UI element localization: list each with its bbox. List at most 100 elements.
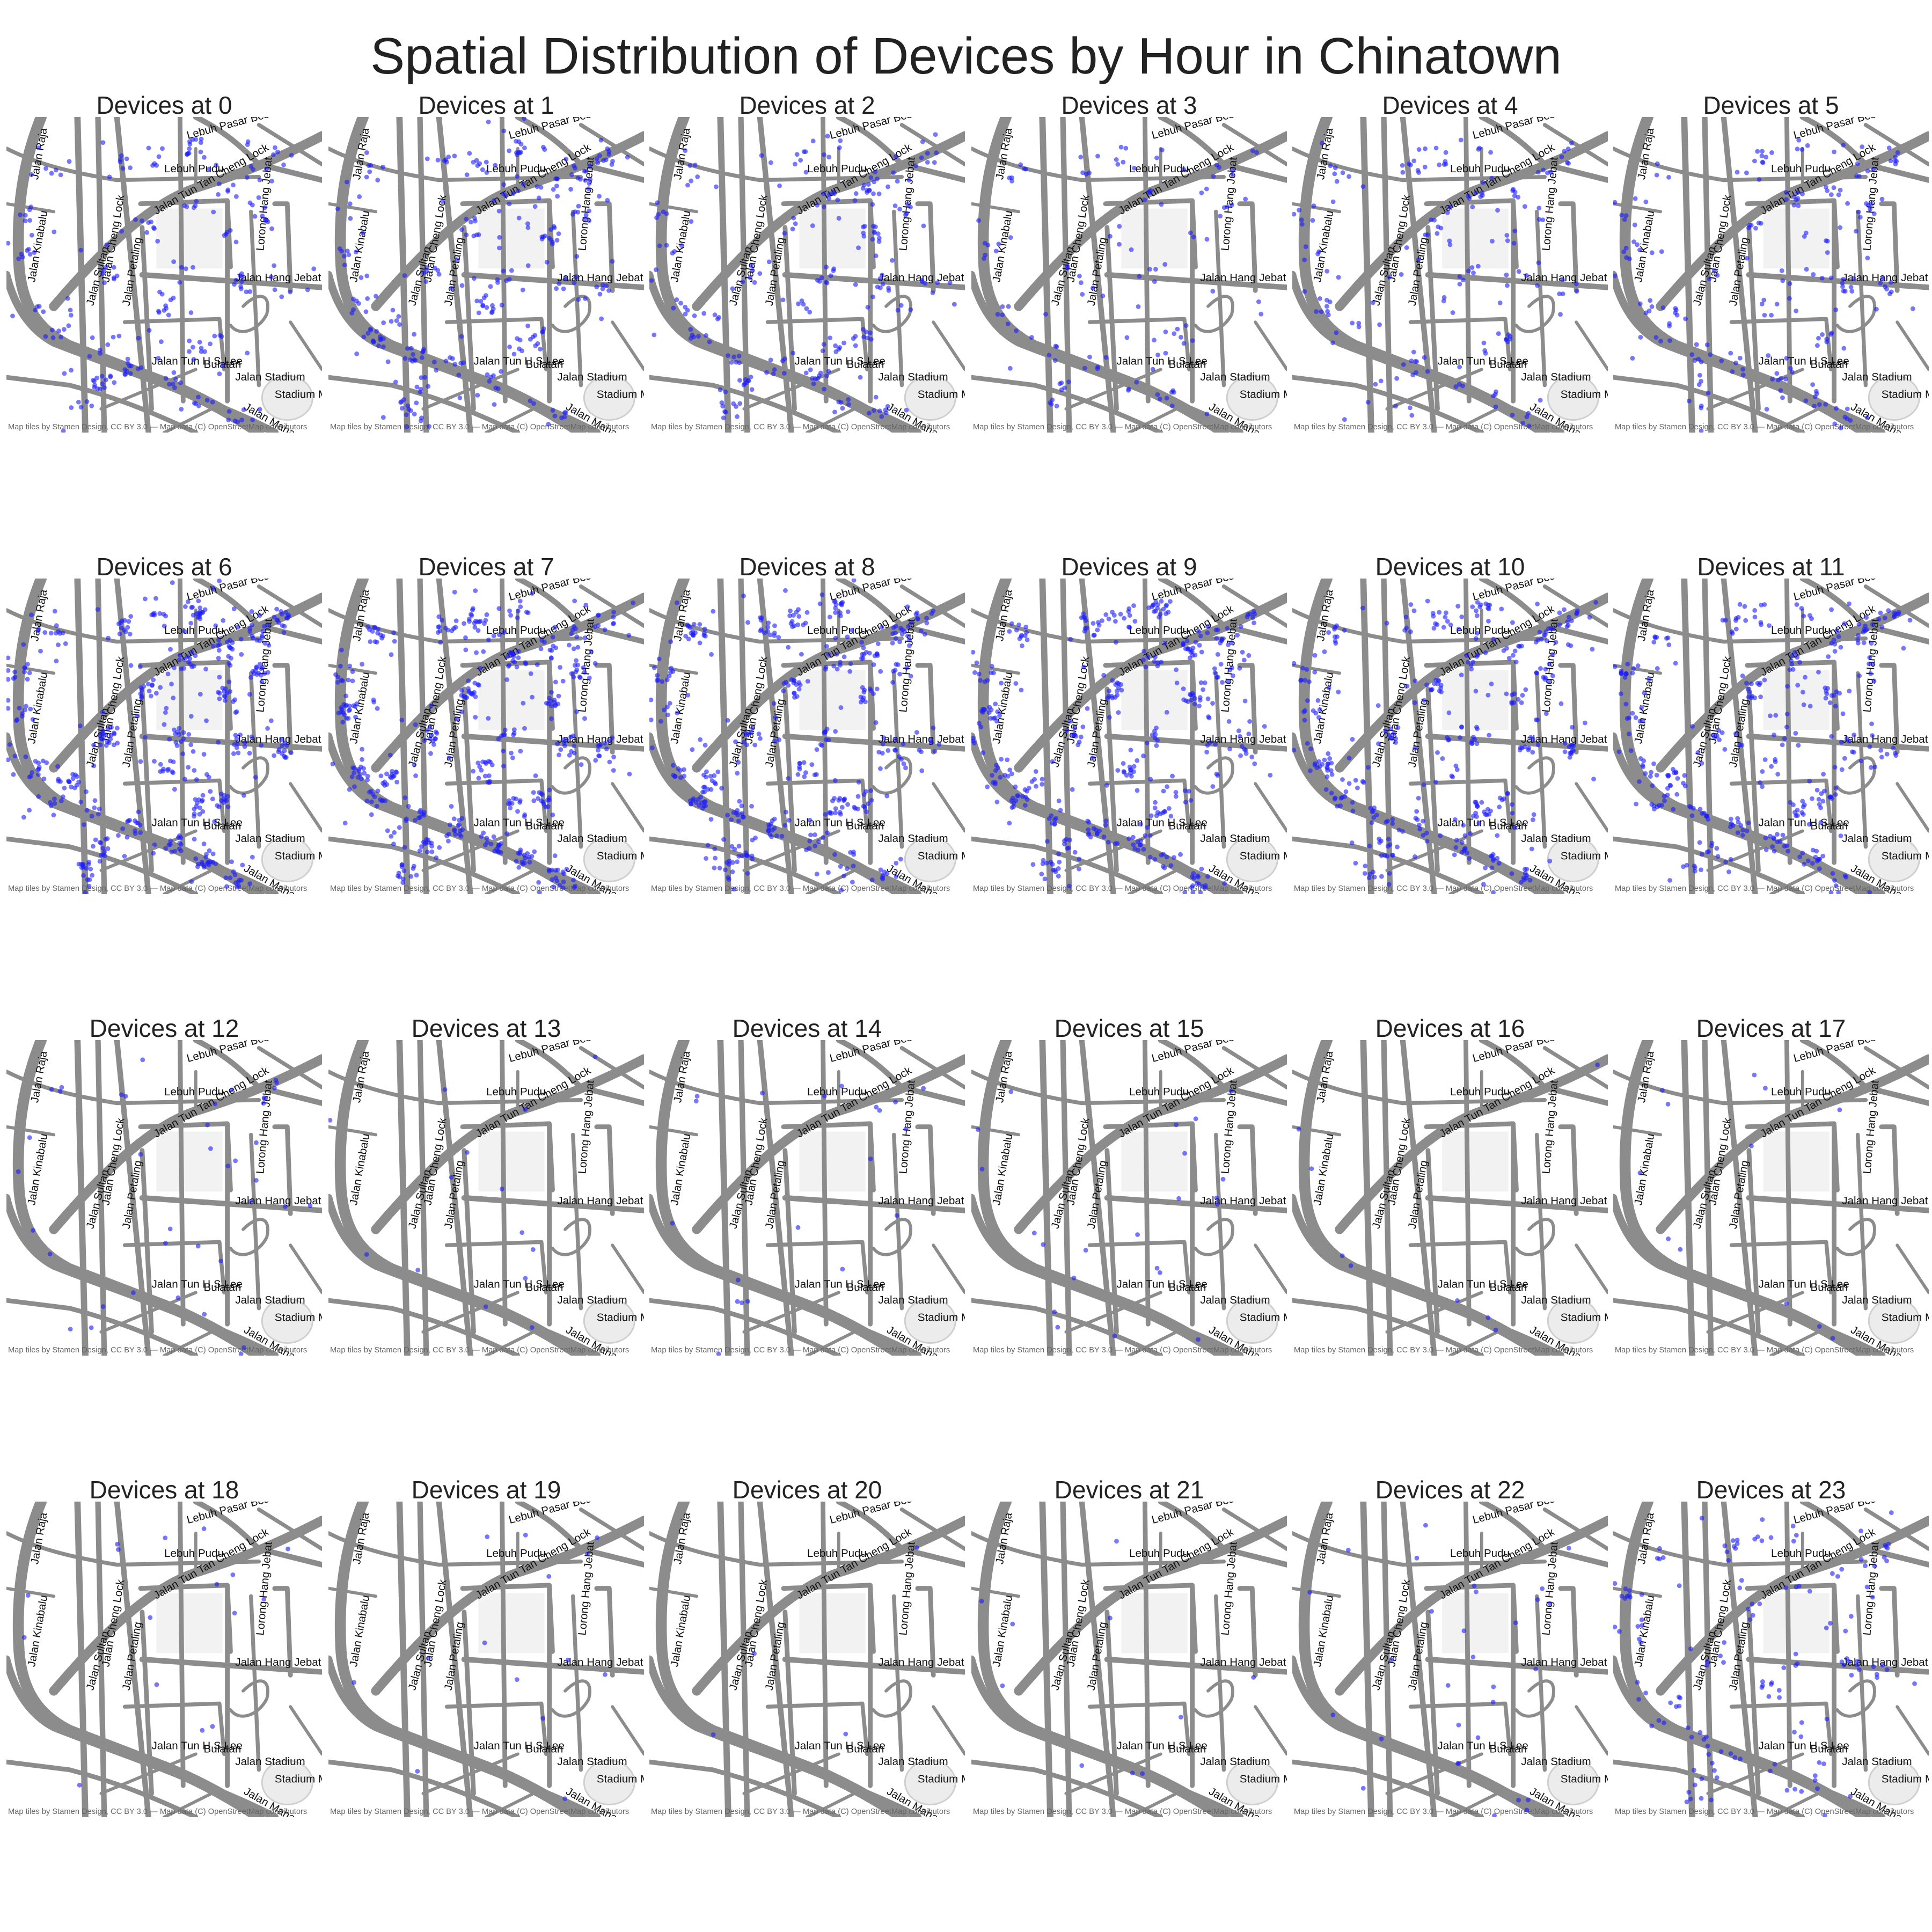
- device-point: [991, 716, 996, 721]
- device-point: [1474, 724, 1479, 730]
- road: [1087, 1240, 1191, 1295]
- device-point: [1655, 666, 1660, 671]
- device-point: [701, 311, 707, 316]
- device-point: [1694, 342, 1699, 347]
- device-point: [569, 172, 574, 177]
- device-point: [1326, 630, 1331, 635]
- device-point: [1327, 299, 1333, 304]
- device-point: [217, 333, 223, 338]
- device-point: [1328, 163, 1333, 169]
- device-point: [1541, 167, 1546, 173]
- device-point: [1433, 145, 1439, 151]
- device-point: [1196, 1337, 1201, 1342]
- device-point: [713, 855, 718, 861]
- device-point: [1520, 693, 1525, 698]
- device-point: [1081, 611, 1086, 616]
- device-point: [1774, 302, 1780, 307]
- device-point: [768, 160, 773, 165]
- road: [1400, 117, 1437, 433]
- device-point: [396, 314, 401, 319]
- device-point: [745, 1299, 750, 1304]
- road: [499, 1040, 508, 1327]
- road: [1721, 579, 1758, 894]
- device-point: [413, 358, 418, 363]
- device-point: [1231, 673, 1235, 678]
- device-point: [1370, 809, 1375, 815]
- street-label: Jalan Tun H S Lee: [473, 355, 564, 368]
- device-point: [1832, 649, 1838, 654]
- device-point: [279, 751, 284, 756]
- device-point: [1198, 890, 1203, 894]
- device-point: [1690, 724, 1695, 729]
- device-point: [1759, 622, 1763, 627]
- road: [95, 1502, 107, 1817]
- device-point: [681, 767, 686, 772]
- device-point: [587, 675, 592, 680]
- device-point: [1103, 818, 1109, 823]
- device-point: [1784, 190, 1789, 195]
- device-point: [462, 621, 466, 626]
- device-point: [1210, 289, 1216, 294]
- panel-title: Devices at 8: [739, 553, 875, 581]
- device-point: [1085, 706, 1090, 711]
- device-point: [481, 649, 486, 654]
- device-point: [1154, 1265, 1160, 1271]
- road: [1613, 836, 1679, 850]
- device-point: [133, 831, 138, 836]
- device-point: [1767, 623, 1772, 628]
- stadium-shape: [904, 1298, 956, 1344]
- road: [717, 1502, 731, 1817]
- device-point: [1562, 741, 1568, 746]
- road: [1221, 123, 1287, 166]
- device-point: [352, 770, 357, 775]
- device-point: [592, 1054, 598, 1059]
- device-point: [171, 770, 175, 775]
- device-point: [12, 753, 18, 759]
- device-point: [1867, 744, 1872, 749]
- device-point: [935, 280, 940, 286]
- device-point: [716, 1351, 721, 1356]
- device-point: [862, 804, 868, 810]
- device-point: [819, 275, 824, 280]
- device-point: [1535, 638, 1541, 643]
- road: [1769, 407, 1820, 433]
- street-label: Stadium Merdeka: [1561, 850, 1608, 862]
- device-point: [414, 873, 419, 878]
- device-point: [357, 772, 363, 777]
- device-point: [115, 1541, 120, 1547]
- device-point: [1625, 661, 1630, 667]
- city-block: [1763, 1131, 1829, 1192]
- road: [765, 1240, 869, 1295]
- device-point: [236, 879, 241, 884]
- device-point: [281, 162, 286, 167]
- device-point: [1191, 871, 1196, 876]
- street-label: Lebuh Pudu: [807, 1086, 867, 1098]
- device-point: [679, 243, 684, 248]
- device-point: [499, 1187, 504, 1191]
- device-point: [809, 762, 815, 767]
- device-point: [752, 1651, 757, 1656]
- device-point: [1828, 192, 1834, 197]
- device-point: [748, 275, 752, 280]
- device-point: [186, 150, 192, 156]
- device-point: [1154, 726, 1159, 730]
- device-point: [1837, 691, 1842, 696]
- device-point: [540, 1716, 545, 1721]
- device-point: [76, 779, 82, 785]
- device-point: [791, 215, 796, 221]
- device-point: [914, 610, 920, 616]
- device-point: [1522, 867, 1527, 872]
- device-point: [1090, 286, 1095, 291]
- device-point: [871, 408, 876, 413]
- device-point: [582, 716, 587, 721]
- device-point: [530, 1247, 536, 1252]
- road: [1896, 1243, 1929, 1294]
- device-point: [1403, 614, 1409, 620]
- device-point: [350, 669, 355, 674]
- device-point: [57, 1089, 63, 1094]
- device-point: [66, 323, 71, 328]
- road: [1381, 579, 1393, 894]
- device-point: [1850, 749, 1855, 755]
- device-point: [1469, 265, 1475, 270]
